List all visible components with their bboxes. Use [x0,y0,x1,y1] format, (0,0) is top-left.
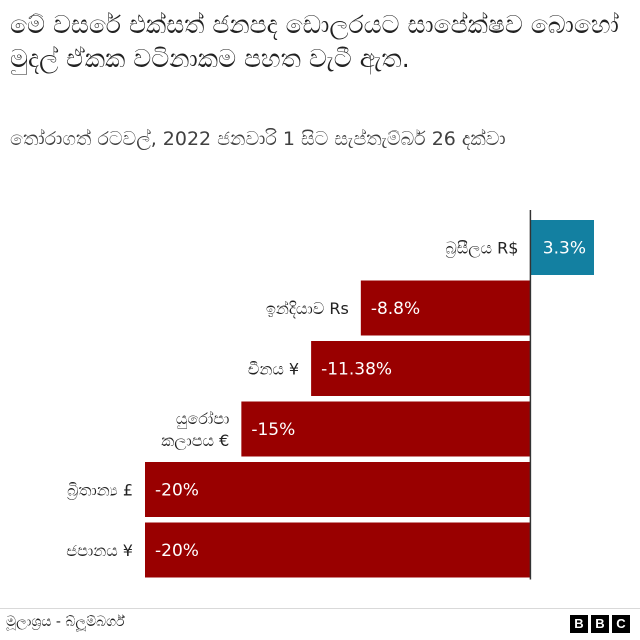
bbc-logo-letter: B [591,615,609,633]
data-label: -20% [155,481,199,501]
data-label: -20% [155,541,199,561]
data-label: -8.8% [371,299,420,319]
bar [360,280,531,336]
footer-divider [0,608,640,609]
source-note: මූලාශ්‍රය - බ්ලූම්බර්ග් [6,614,125,630]
category-label: ඉන්දියාව Rs [266,299,349,318]
bbc-logo-letter: B [570,615,588,633]
chart-subtitle: තෝරාගත් රටවල්, 2022 ජනවාරි 1 සිට සැප්තැම… [10,128,506,150]
bar [311,341,531,396]
bar [241,401,531,457]
category-label: ජපානය ¥ [66,541,133,560]
chart-title: මේ වසරේ එක්සත් ජනපද ඩොලරයට සාපේක්ෂව බොහෝ… [10,10,619,73]
bbc-logo-letter: C [612,615,630,633]
category-label: යුරෝපා [176,409,229,429]
data-label: 3.3% [543,239,586,259]
category-label: චීනය ¥ [248,360,299,379]
category-label: බ්‍රිතාන්‍ය £ [67,481,133,501]
category-label: බ්‍රසීලය R$ [445,239,518,259]
data-label: -11.38% [321,360,392,380]
category-label: කලාපය € [161,431,229,451]
bar [145,462,531,517]
data-label: -15% [251,420,295,440]
bbc-logo: B B C [570,615,630,633]
bar-chart: 3.3% බ්‍රසීලය R$ -8.8% ඉන්දියාව Rs -11.38% චී… [66,210,594,580]
bar [530,220,594,275]
bar [145,522,531,578]
